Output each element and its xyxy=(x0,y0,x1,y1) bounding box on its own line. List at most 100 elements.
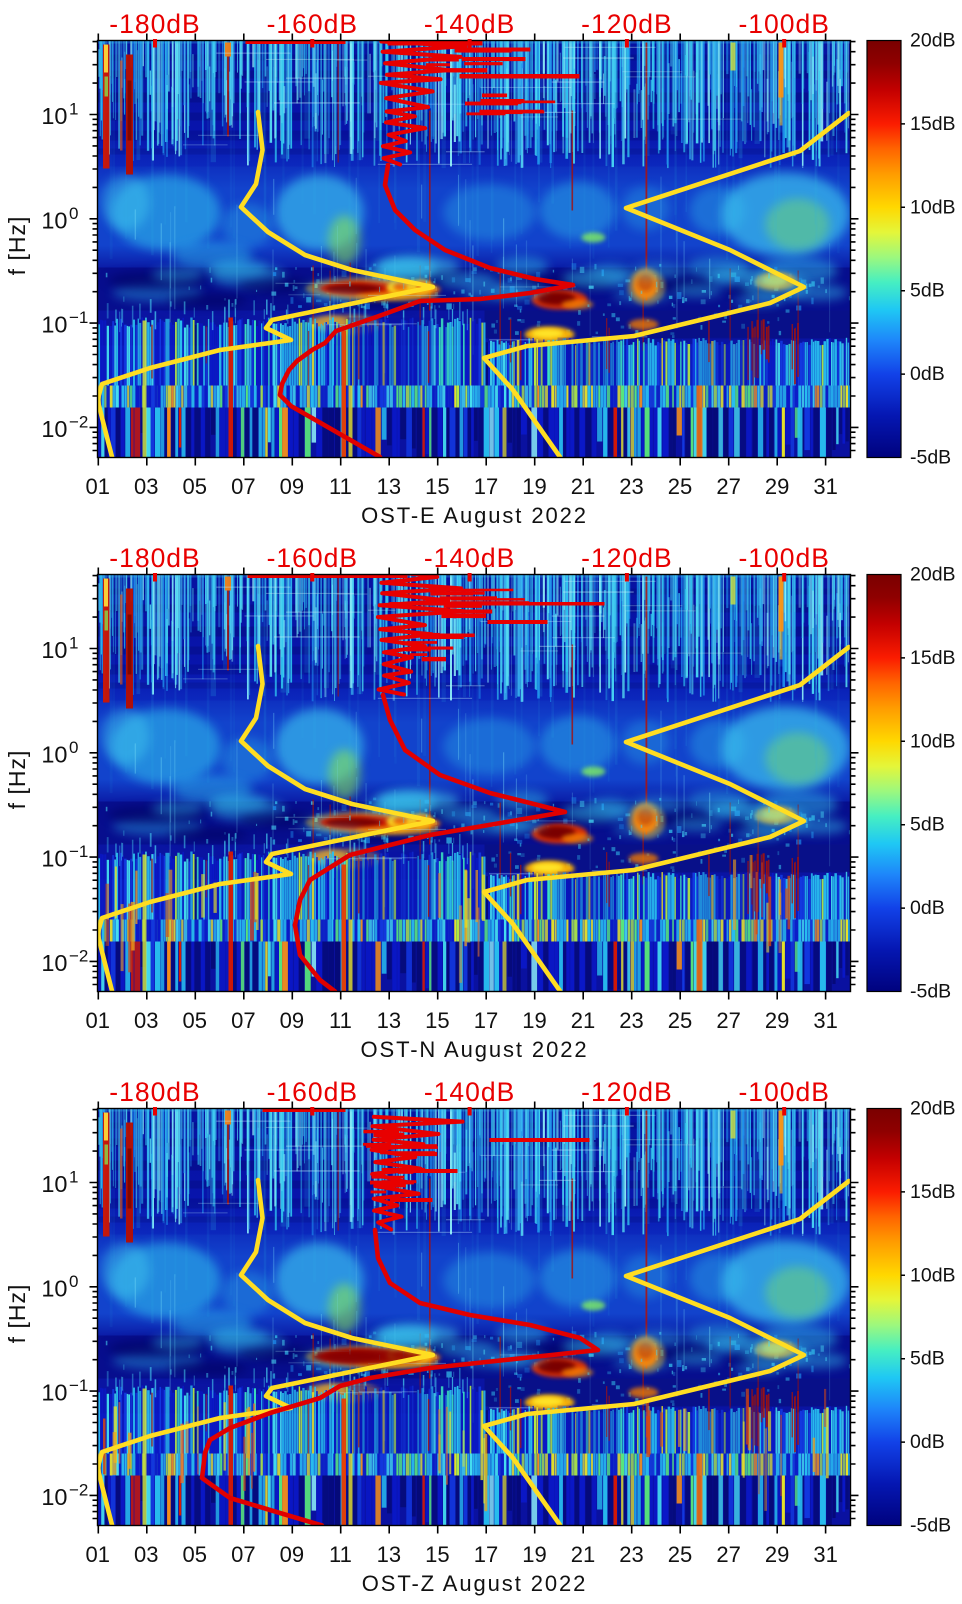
svg-text:15: 15 xyxy=(425,1008,449,1033)
svg-text:-140dB: -140dB xyxy=(424,1077,515,1107)
svg-text:-180dB: -180dB xyxy=(109,543,200,573)
svg-text:15: 15 xyxy=(425,474,449,499)
svg-text:25: 25 xyxy=(668,474,692,499)
svg-text:13: 13 xyxy=(377,1542,401,1567)
svg-text:−2: −2 xyxy=(69,946,88,965)
svg-text:10: 10 xyxy=(41,207,67,233)
svg-text:0: 0 xyxy=(69,1272,78,1291)
svg-text:10: 10 xyxy=(41,1275,67,1301)
svg-text:03: 03 xyxy=(134,1542,158,1567)
svg-text:5dB: 5dB xyxy=(910,280,945,302)
svg-text:07: 07 xyxy=(231,1542,255,1567)
svg-text:20dB: 20dB xyxy=(910,30,956,52)
svg-text:−1: −1 xyxy=(69,308,88,327)
svg-text:10: 10 xyxy=(41,416,67,442)
svg-text:-180dB: -180dB xyxy=(109,9,200,39)
svg-text:-160dB: -160dB xyxy=(267,9,358,39)
svg-text:13: 13 xyxy=(377,1008,401,1033)
svg-text:03: 03 xyxy=(134,1008,158,1033)
svg-text:5dB: 5dB xyxy=(910,814,945,836)
svg-text:07: 07 xyxy=(231,1008,255,1033)
svg-text:OST-N August 2022: OST-N August 2022 xyxy=(361,1037,589,1062)
svg-text:15: 15 xyxy=(425,1542,449,1567)
svg-text:-140dB: -140dB xyxy=(424,543,515,573)
svg-text:01: 01 xyxy=(86,1542,110,1567)
svg-text:21: 21 xyxy=(571,474,595,499)
svg-text:20dB: 20dB xyxy=(910,564,956,586)
svg-text:0dB: 0dB xyxy=(910,897,945,919)
svg-text:-100dB: -100dB xyxy=(738,543,829,573)
svg-text:05: 05 xyxy=(183,1008,207,1033)
svg-text:1: 1 xyxy=(69,100,78,119)
svg-text:19: 19 xyxy=(522,1542,546,1567)
svg-text:29: 29 xyxy=(765,1008,789,1033)
svg-text:OST-Z August 2022: OST-Z August 2022 xyxy=(362,1571,588,1596)
svg-text:-100dB: -100dB xyxy=(738,1077,829,1107)
svg-text:13: 13 xyxy=(377,474,401,499)
svg-text:10: 10 xyxy=(41,637,67,663)
svg-text:−2: −2 xyxy=(69,412,88,431)
svg-text:−2: −2 xyxy=(69,1480,88,1499)
svg-text:0dB: 0dB xyxy=(910,1431,945,1453)
svg-text:0dB: 0dB xyxy=(910,363,945,385)
svg-text:10dB: 10dB xyxy=(910,1264,956,1286)
svg-text:01: 01 xyxy=(86,474,110,499)
svg-text:11: 11 xyxy=(329,1008,352,1033)
svg-text:10: 10 xyxy=(41,1171,67,1197)
svg-text:23: 23 xyxy=(619,1542,643,1567)
svg-text:11: 11 xyxy=(329,1542,352,1567)
svg-text:31: 31 xyxy=(813,1542,837,1567)
svg-text:-120dB: -120dB xyxy=(581,1077,672,1107)
svg-text:27: 27 xyxy=(716,1008,740,1033)
svg-text:23: 23 xyxy=(619,1008,643,1033)
svg-text:-100dB: -100dB xyxy=(738,9,829,39)
svg-text:-5dB: -5dB xyxy=(910,1515,951,1537)
svg-text:5dB: 5dB xyxy=(910,1348,945,1370)
svg-text:10dB: 10dB xyxy=(910,196,956,218)
svg-text:03: 03 xyxy=(134,474,158,499)
svg-text:17: 17 xyxy=(474,1008,498,1033)
svg-text:f [Hz]: f [Hz] xyxy=(4,1284,30,1344)
svg-text:10: 10 xyxy=(41,846,67,872)
svg-text:10: 10 xyxy=(41,1484,67,1510)
svg-text:−1: −1 xyxy=(69,842,88,861)
svg-text:f [Hz]: f [Hz] xyxy=(4,216,30,276)
svg-text:29: 29 xyxy=(765,1542,789,1567)
svg-text:09: 09 xyxy=(280,1542,304,1567)
svg-text:09: 09 xyxy=(280,474,304,499)
svg-text:10: 10 xyxy=(41,103,67,129)
svg-text:19: 19 xyxy=(522,1008,546,1033)
svg-text:21: 21 xyxy=(571,1542,595,1567)
svg-text:29: 29 xyxy=(765,474,789,499)
svg-text:15dB: 15dB xyxy=(910,647,956,669)
svg-text:21: 21 xyxy=(571,1008,595,1033)
svg-text:01: 01 xyxy=(86,1008,110,1033)
svg-text:f [Hz]: f [Hz] xyxy=(4,750,30,810)
svg-text:1: 1 xyxy=(69,634,78,653)
svg-text:-5dB: -5dB xyxy=(910,447,951,469)
svg-text:27: 27 xyxy=(716,1542,740,1567)
svg-text:OST-E August 2022: OST-E August 2022 xyxy=(361,503,588,528)
svg-text:-140dB: -140dB xyxy=(424,9,515,39)
svg-text:07: 07 xyxy=(231,474,255,499)
svg-text:0: 0 xyxy=(69,204,78,223)
svg-text:05: 05 xyxy=(183,1542,207,1567)
svg-text:10: 10 xyxy=(41,1380,67,1406)
svg-text:-120dB: -120dB xyxy=(581,543,672,573)
svg-text:-180dB: -180dB xyxy=(109,1077,200,1107)
svg-text:05: 05 xyxy=(183,474,207,499)
svg-text:-160dB: -160dB xyxy=(267,543,358,573)
svg-text:25: 25 xyxy=(668,1008,692,1033)
svg-text:10: 10 xyxy=(41,741,67,767)
svg-text:15dB: 15dB xyxy=(910,1181,956,1203)
svg-text:09: 09 xyxy=(280,1008,304,1033)
svg-text:27: 27 xyxy=(716,474,740,499)
svg-text:31: 31 xyxy=(813,474,837,499)
svg-text:17: 17 xyxy=(474,474,498,499)
svg-text:0: 0 xyxy=(69,738,78,757)
svg-text:25: 25 xyxy=(668,1542,692,1567)
svg-text:-160dB: -160dB xyxy=(267,1077,358,1107)
svg-text:-5dB: -5dB xyxy=(910,981,951,1003)
svg-text:-120dB: -120dB xyxy=(581,9,672,39)
svg-text:23: 23 xyxy=(619,474,643,499)
